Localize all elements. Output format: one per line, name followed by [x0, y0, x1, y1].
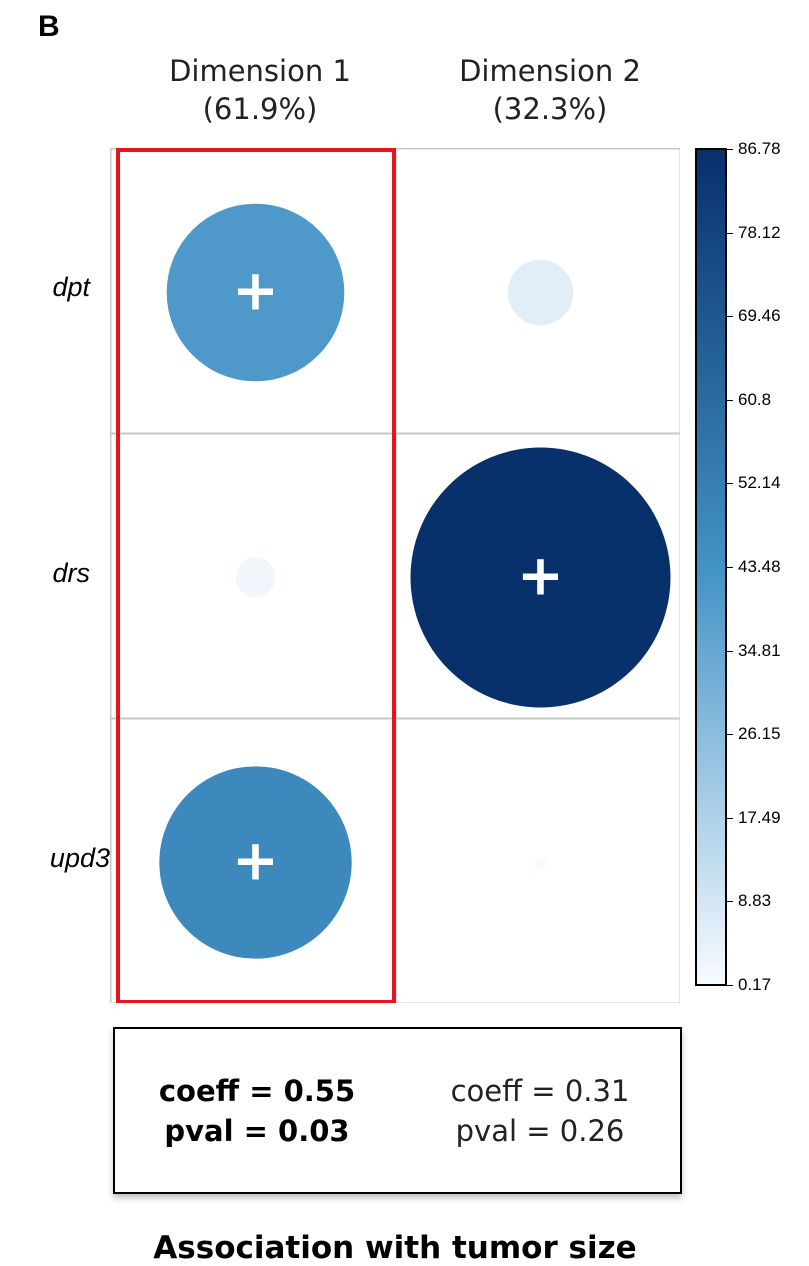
- coeff-value: coeff = 0.31: [450, 1074, 630, 1108]
- column-percent: (32.3%): [492, 92, 608, 126]
- pval-value: pval = 0.03: [164, 1114, 350, 1148]
- highlight-box: [116, 148, 396, 1003]
- stats-dim2: coeff = 0.31 pval = 0.26: [420, 1071, 660, 1151]
- column-name: Dimension 2: [459, 54, 641, 88]
- row-label-upd3: upd3: [49, 843, 110, 873]
- colorbar-tick: [727, 567, 733, 568]
- coeff-value: coeff = 0.55: [158, 1074, 356, 1108]
- row-label-drs: drs: [52, 558, 90, 588]
- colorbar-tick-label: 0.17: [738, 975, 772, 994]
- colorbar: [695, 148, 727, 986]
- colorbar-tick-label: 8.83: [738, 891, 772, 911]
- column-name: Dimension 1: [169, 54, 351, 88]
- circle-drs-dim2: [410, 447, 671, 708]
- colorbar-tick-label: 86.78: [738, 139, 781, 158]
- colorbar-tick: [727, 985, 733, 986]
- colorbar-tick: [727, 483, 733, 485]
- circle-upd3-dim1: [159, 766, 352, 959]
- column-percent: (61.9%): [202, 92, 318, 126]
- colorbar-tick-label: 43.48: [738, 557, 781, 576]
- circle-upd3-dim2: [534, 856, 547, 869]
- colorbar-tick-label: 17.49: [738, 807, 781, 827]
- colorbar-tick-label: 78.12: [738, 222, 781, 242]
- colorbar-tick-label: 52.14: [738, 473, 781, 493]
- colorbar-tick-label: 26.15: [738, 724, 781, 744]
- colorbar-tick: [727, 734, 733, 736]
- colorbar-tick-label: 34.81: [738, 640, 781, 660]
- sign-dpt-dim1: +: [232, 259, 279, 324]
- correlation-grid: + + +: [110, 148, 680, 1003]
- circle-dpt-dim2: [507, 259, 574, 326]
- row-label-dpt: dpt: [52, 272, 90, 302]
- sign-drs-dim2: +: [517, 544, 564, 609]
- panel-label: B: [38, 10, 60, 43]
- colorbar-tick: [727, 316, 733, 318]
- colorbar-tick-label: 60.8: [738, 389, 772, 409]
- stats-box: coeff = 0.55 pval = 0.03 coeff = 0.31 pv…: [113, 1027, 682, 1194]
- colorbar-tick: [727, 399, 733, 401]
- circle-dpt-dim1: [166, 203, 345, 382]
- circle-drs-dim1: [235, 557, 276, 598]
- colorbar-tick-label: 69.46: [738, 306, 781, 326]
- colorbar-tick: [727, 149, 733, 150]
- sign-upd3-dim1: +: [232, 829, 279, 894]
- column-header-dimension-2: Dimension 2 (32.3%): [420, 52, 680, 128]
- colorbar-tick: [727, 901, 733, 903]
- colorbar-tick: [727, 232, 733, 234]
- colorbar-tick: [727, 650, 733, 652]
- column-header-dimension-1: Dimension 1 (61.9%): [130, 52, 390, 128]
- pval-value: pval = 0.26: [455, 1114, 625, 1148]
- chart-caption: Association with tumor size: [153, 1230, 637, 1266]
- stats-dim1: coeff = 0.55 pval = 0.03: [137, 1071, 377, 1151]
- colorbar-tick: [727, 817, 733, 819]
